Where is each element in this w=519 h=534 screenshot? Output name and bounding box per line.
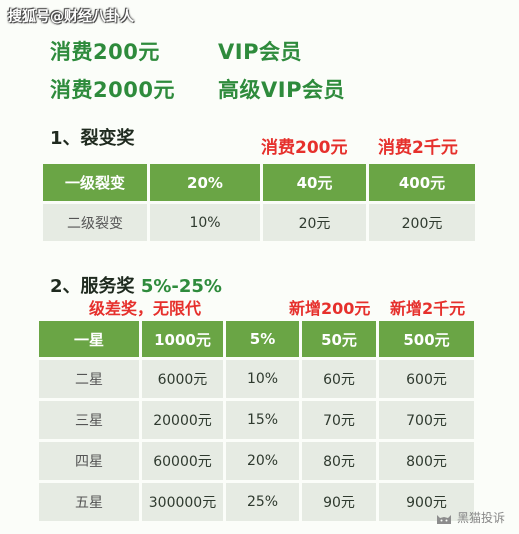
service-note-1: 新增200元	[289, 299, 371, 318]
service-header-cell: 一星	[39, 321, 139, 357]
service-cell: 700元	[379, 401, 474, 439]
service-cell: 90元	[302, 483, 376, 521]
service-cell: 70元	[302, 401, 376, 439]
fission-title: 1、裂变奖	[50, 128, 135, 149]
service-header-cell: 5%	[226, 321, 299, 357]
heimao-logo: 黑猫投诉	[435, 509, 505, 526]
service-cell: 300000元	[142, 483, 223, 521]
fission-note-1: 消费200元	[261, 138, 348, 158]
service-cell: 20%	[226, 442, 299, 480]
fission-header-cell: 一级裂变	[43, 164, 147, 201]
service-cell: 五星	[39, 483, 139, 521]
service-cell: 800元	[379, 442, 474, 480]
service-table: 一星 1000元 5% 50元 500元 二星 6000元 10% 60元 60…	[36, 318, 477, 524]
service-cell: 25%	[226, 483, 299, 521]
service-title-wrap: 2、服务奖 5%-25%	[50, 272, 222, 298]
service-range: 5%-25%	[140, 276, 222, 297]
service-cell: 四星	[39, 442, 139, 480]
black-cat-icon	[436, 514, 451, 524]
service-cell: 900元	[379, 483, 474, 521]
service-cell: 15%	[226, 401, 299, 439]
service-header-cell: 500元	[379, 321, 474, 357]
table-row: 三星 20000元 15% 70元 700元	[39, 401, 474, 439]
fission-cell: 10%	[150, 204, 260, 241]
service-cell: 60000元	[142, 442, 223, 480]
service-header-cell: 1000元	[142, 321, 223, 357]
fission-cell: 200元	[369, 204, 475, 241]
logo-text: 黑猫投诉	[456, 511, 505, 525]
service-cell: 三星	[39, 401, 139, 439]
fission-cell: 二级裂变	[43, 204, 147, 241]
service-header-row: 一星 1000元 5% 50元 500元	[39, 321, 474, 357]
table-row: 四星 60000元 20% 80元 800元	[39, 442, 474, 480]
fission-cell: 20元	[263, 204, 366, 241]
fission-header-cell: 40元	[263, 164, 366, 201]
service-cell: 20000元	[142, 401, 223, 439]
service-header-cell: 50元	[302, 321, 376, 357]
fission-header-cell: 400元	[369, 164, 475, 201]
tier-1-spend: 消费200元	[50, 40, 160, 64]
service-cell: 80元	[302, 442, 376, 480]
fission-header-row: 一级裂变 20% 40元 400元	[43, 164, 475, 201]
service-note-2: 新增2千元	[390, 299, 466, 318]
fission-header-cell: 20%	[150, 164, 260, 201]
fission-table: 一级裂变 20% 40元 400元 二级裂变 10% 20元 200元	[40, 161, 478, 244]
fission-note-2: 消费2千元	[378, 138, 458, 158]
service-cell: 600元	[379, 360, 474, 398]
tier-1-level: VIP会员	[218, 40, 302, 64]
service-cell: 10%	[226, 360, 299, 398]
tier-2-level: 高级VIP会员	[218, 78, 345, 102]
table-row: 五星 300000元 25% 90元 900元	[39, 483, 474, 521]
service-cell: 6000元	[142, 360, 223, 398]
watermark: 搜狐号@财经八卦人	[8, 9, 134, 25]
table-row: 二星 6000元 10% 60元 600元	[39, 360, 474, 398]
tier-2-spend: 消费2000元	[50, 78, 175, 102]
service-note-left: 级差奖，无限代	[89, 299, 202, 318]
service-cell: 二星	[39, 360, 139, 398]
service-cell: 60元	[302, 360, 376, 398]
service-title: 2、服务奖	[50, 276, 135, 297]
table-row: 二级裂变 10% 20元 200元	[43, 204, 475, 241]
